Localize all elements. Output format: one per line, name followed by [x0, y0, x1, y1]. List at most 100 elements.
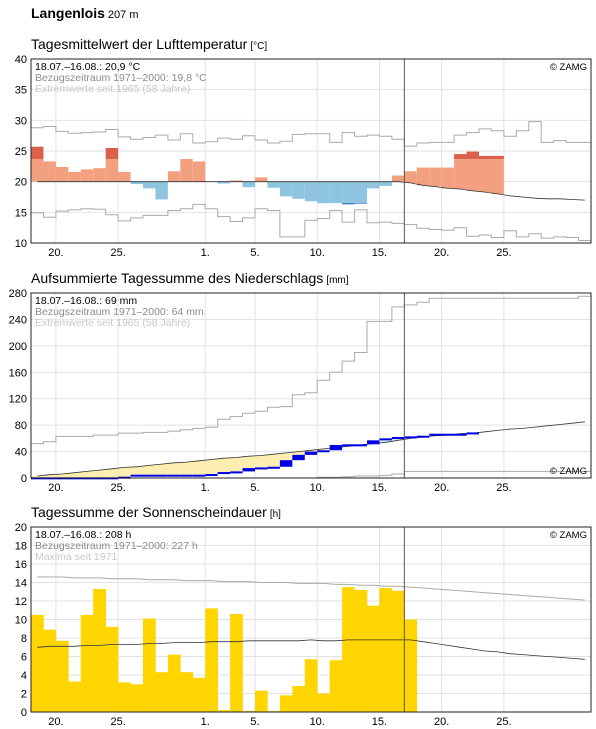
precipitation-diff-fill	[279, 452, 293, 461]
precipitation-observed-step	[130, 474, 143, 477]
temperature-ytick-label: 15	[15, 207, 27, 219]
sunshine-bar	[304, 659, 318, 712]
sunshine-copyright: © ZAMG	[550, 530, 587, 541]
sunshine-bar	[279, 695, 293, 712]
precipitation-xtick-label: 1.	[201, 482, 210, 494]
precipitation-diff-fill	[43, 474, 56, 478]
precipitation-diff-fill	[217, 458, 231, 473]
sunshine-bar	[342, 587, 355, 712]
precipitation-info-line: Bezugszeitraum 1971–2000: 64 mm	[35, 306, 204, 318]
precipitation-observed-step	[217, 472, 231, 475]
precipitation-ytick-label: 120	[9, 394, 27, 406]
precipitation-copyright: © ZAMG	[550, 466, 587, 477]
sunshine-info-line: Maxima seit 1971	[35, 551, 117, 563]
temperature-bar	[31, 158, 44, 182]
precipitation-diff-fill	[180, 462, 193, 475]
precipitation-observed-step	[329, 444, 343, 451]
sunshine-unit: [h]	[269, 509, 281, 520]
station-header: Langenlois 207 m	[31, 5, 138, 21]
temperature-bar	[217, 181, 231, 184]
temperature-xtick-label: 10.	[310, 247, 325, 259]
sunshine-xtick-label: 1.	[201, 716, 210, 728]
precipitation-observed-step	[205, 474, 218, 477]
precipitation-observed-step	[404, 436, 417, 439]
temperature-bar	[68, 171, 81, 182]
sunshine-ytick-label: 8	[21, 633, 27, 645]
sunshine-ytick-label: 10	[15, 615, 27, 627]
precipitation-observed-step	[429, 433, 442, 436]
sunshine-bar	[167, 654, 181, 712]
sunshine-title: Tagessumme der Sonnenscheindauer [h]	[31, 504, 281, 520]
temperature-bar-strong	[354, 203, 367, 204]
sunshine-info-line: 18.07.–16.08.: 208 h	[35, 529, 131, 541]
sunshine-bar	[43, 629, 57, 712]
temperature-bar	[143, 181, 156, 189]
precipitation-observed-step	[342, 444, 355, 447]
temperature-bar	[267, 181, 280, 188]
precipitation-ytick-label: 0	[21, 473, 27, 485]
precipitation-ytick-label: 280	[9, 288, 27, 300]
sunshine-reference-line	[37, 639, 585, 660]
precipitation-observed-step	[267, 466, 280, 469]
precipitation-diff-fill	[118, 467, 131, 477]
sunshine-ytick-label: 2	[21, 689, 27, 701]
temperature-bar	[466, 158, 479, 191]
precipitation-observed-step	[454, 433, 467, 436]
temperature-bar	[391, 175, 405, 182]
sunshine-ytick-label: 12	[15, 596, 27, 608]
precipitation-diff-fill	[31, 476, 44, 478]
temperature-bar	[105, 158, 119, 182]
temperature-bar	[292, 181, 305, 199]
precipitation-observed-step	[292, 454, 305, 461]
temperature-bar	[441, 167, 455, 189]
sunshine-bar	[391, 590, 405, 712]
temperature-bar	[255, 177, 268, 182]
precipitation-diff-fill	[205, 459, 218, 475]
sunshine-bar	[130, 684, 144, 712]
sunshine-maxima-line	[37, 576, 585, 601]
temperature-ytick-label: 40	[15, 54, 27, 66]
temperature-extreme-min-line	[31, 203, 591, 241]
sunshine-bar	[93, 588, 106, 712]
temperature-copyright: © ZAMG	[550, 62, 587, 73]
precipitation-observed-step	[391, 437, 405, 440]
temperature-bar	[230, 180, 243, 182]
temperature-xtick-label: 15.	[372, 247, 387, 259]
temperature-reference-line	[37, 181, 585, 201]
precipitation-diff-fill	[192, 460, 206, 475]
temperature-bar	[454, 158, 467, 190]
precipitation-diff-fill	[55, 474, 69, 478]
precipitation-diff-fill	[93, 470, 106, 478]
sunshine-bar	[155, 672, 169, 712]
sunshine-bar	[55, 640, 69, 712]
temperature-bar-strong	[491, 155, 504, 159]
precipitation-reference-line	[37, 421, 585, 477]
precipitation-diff-fill	[292, 451, 305, 455]
temperature-ytick-label: 35	[15, 85, 27, 97]
sunshine-bar	[180, 672, 194, 712]
precipitation-info-line: 18.07.–16.08.: 69 mm	[35, 295, 137, 307]
precipitation-observed-step	[279, 460, 293, 467]
precipitation-diff-fill	[80, 471, 94, 478]
temperature-xtick-label: 20.	[434, 247, 449, 259]
precipitation-observed-step	[155, 474, 168, 477]
precipitation-ytick-label: 200	[9, 341, 27, 353]
precipitation-ytick-label: 160	[9, 367, 27, 379]
sunshine-bar	[80, 614, 94, 712]
precipitation-observed-step	[354, 444, 367, 447]
precipitation-observed-step	[466, 432, 479, 435]
precipitation-extreme-max-line	[31, 295, 591, 445]
precipitation-diff-fill	[155, 464, 168, 475]
precipitation-diff-fill	[167, 462, 181, 475]
sunshine-bar	[31, 614, 44, 712]
station-name: Langenlois	[31, 5, 105, 21]
temperature-xtick-label: 25.	[110, 247, 125, 259]
precipitation-ytick-label: 240	[9, 314, 27, 326]
sunshine-ytick-label: 20	[15, 522, 27, 534]
temperature-bar	[93, 168, 106, 182]
precipitation-diff-fill	[130, 466, 143, 475]
temperature-bar	[416, 167, 430, 186]
precipitation-observed-step	[367, 440, 380, 445]
temperature-bar	[342, 181, 355, 204]
